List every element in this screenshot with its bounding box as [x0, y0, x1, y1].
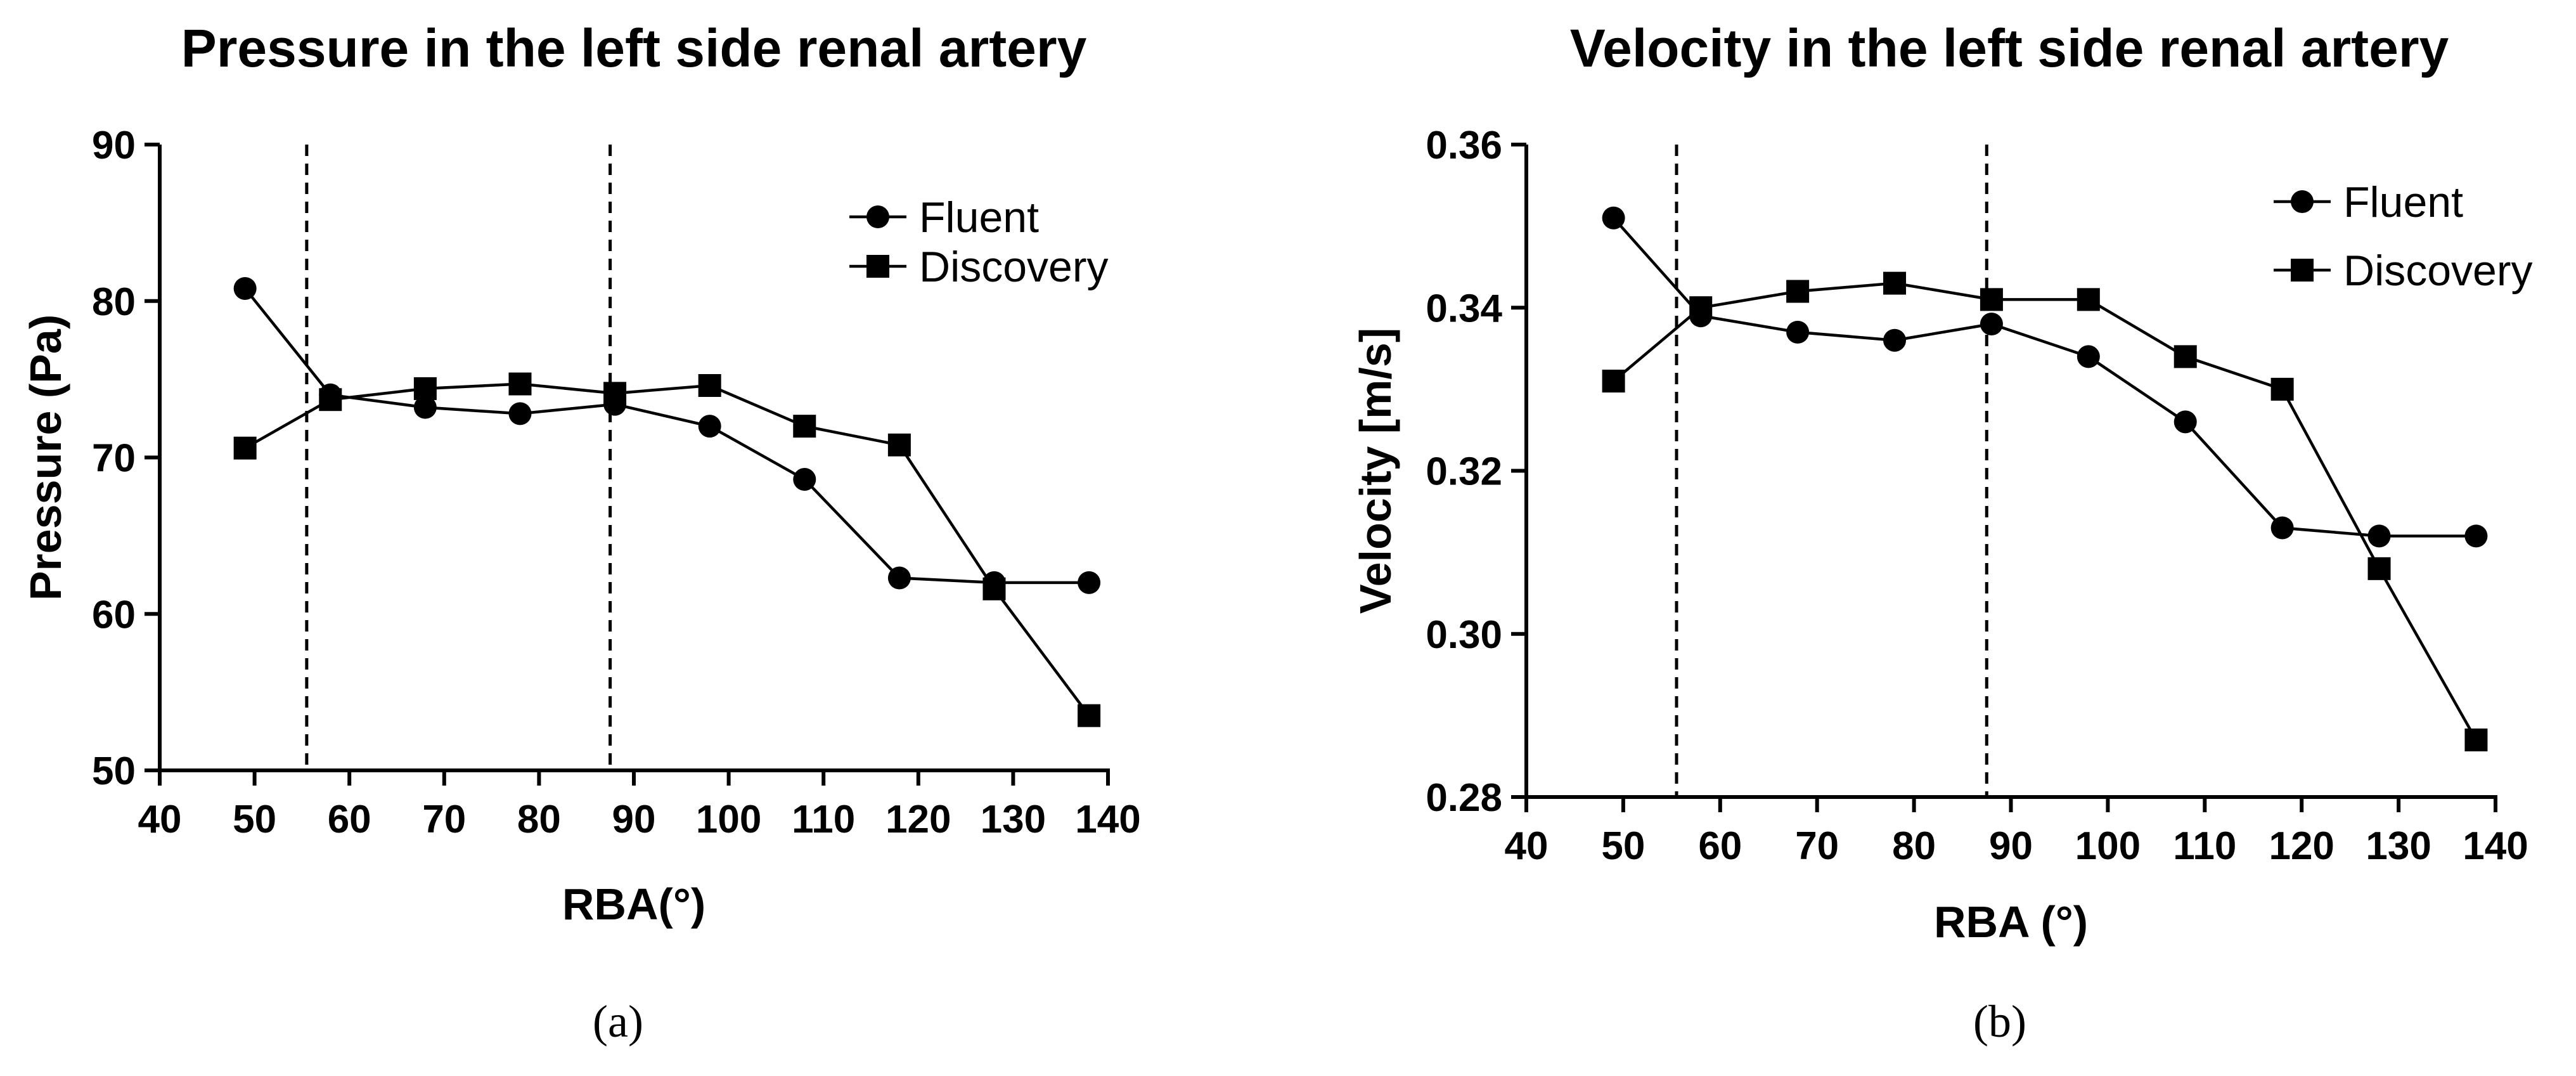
series-line-fluent: [243, 287, 1090, 585]
series-line-discovery: [1613, 282, 2478, 741]
legend-square-marker: [866, 255, 889, 278]
x-tick-label: 130: [981, 798, 1046, 841]
legend-label-discovery: Discovery: [919, 243, 1109, 291]
x-tick-label: 70: [422, 798, 466, 841]
y-tick-label: 80: [92, 280, 136, 324]
x-tick-label: 50: [233, 798, 276, 841]
fluent-point: [1786, 320, 1810, 344]
fluent-point: [2367, 524, 2391, 548]
series-line-fluent: [1612, 217, 2476, 538]
discovery-point: [2464, 728, 2488, 751]
discovery-point: [319, 388, 342, 412]
discovery-point: [982, 577, 1006, 600]
x-axis-label: RBA(°): [562, 879, 705, 929]
y-tick-label: 90: [92, 124, 136, 167]
x-tick-label: 130: [2366, 824, 2431, 868]
y-tick-label: 60: [92, 593, 136, 637]
fluent-point: [1883, 328, 1907, 352]
x-tick-label: 140: [2463, 824, 2528, 868]
fluent-point: [508, 402, 532, 425]
discovery-point: [1883, 271, 1907, 295]
fluent-point: [1602, 206, 1625, 230]
discovery-point: [1786, 280, 1810, 303]
x-tick-label: 40: [138, 798, 182, 841]
x-tick-label: 70: [1795, 824, 1839, 868]
series-line-discovery: [244, 382, 1090, 716]
discovery-point: [1980, 288, 2003, 311]
y-axis-label: Pressure (Pa): [21, 314, 70, 600]
legend-label-fluent: Fluent: [2343, 178, 2463, 226]
discovery-point: [1602, 370, 1625, 393]
legend-circle-marker: [2291, 190, 2314, 213]
x-tick-label: 80: [517, 798, 561, 841]
y-tick-label: 70: [92, 437, 136, 481]
x-tick-label: 120: [886, 798, 951, 841]
fluent-point: [2464, 524, 2488, 548]
discovery-point: [413, 377, 437, 400]
y-tick-label: 0.36: [1426, 124, 1502, 167]
discovery-point: [887, 433, 911, 457]
fluent-point: [2174, 410, 2197, 434]
discovery-point: [2270, 377, 2294, 401]
fluent-point: [1980, 312, 2003, 335]
y-tick-label: 50: [92, 749, 136, 793]
x-tick-label: 120: [2269, 824, 2334, 868]
discovery-point: [2077, 288, 2100, 311]
x-tick-label: 40: [1505, 824, 1549, 868]
y-tick-label: 0.32: [1426, 450, 1502, 494]
fluent-point: [887, 566, 911, 590]
chart-title: Pressure in the left side renal artery: [181, 18, 1087, 78]
fluent-point: [413, 396, 437, 419]
y-tick-label: 0.30: [1426, 613, 1502, 657]
x-tick-label: 60: [328, 798, 371, 841]
y-axis-label: Velocity [m/s]: [1351, 328, 1400, 614]
subfigure-caption: (a): [593, 996, 643, 1047]
x-tick-label: 110: [2173, 824, 2236, 868]
x-tick-label: 100: [696, 798, 761, 841]
fluent-point: [2270, 516, 2294, 540]
x-tick-label: 100: [2075, 824, 2141, 868]
x-tick-label: 60: [1698, 824, 1742, 868]
legend-circle-marker: [866, 205, 889, 228]
discovery-point: [698, 373, 721, 397]
pressure-chart: Pressure in the left side renal artery 40…: [21, 18, 1141, 1047]
x-tick-label: 90: [612, 798, 656, 841]
legend-square-marker: [2291, 259, 2314, 282]
fluent-point: [1078, 571, 1101, 594]
legend-label-fluent: Fluent: [919, 193, 1039, 242]
x-axis-label: RBA (°): [1934, 897, 2088, 947]
discovery-point: [603, 382, 627, 405]
fluent-point: [698, 415, 721, 438]
y-tick-label: 0.34: [1426, 287, 1502, 330]
subfigure-caption: (b): [1973, 996, 2026, 1047]
discovery-point: [233, 436, 257, 460]
discovery-point: [793, 415, 816, 438]
x-tick-label: 50: [1601, 824, 1645, 868]
x-tick-label: 140: [1075, 798, 1140, 841]
legend-label-discovery: Discovery: [2343, 247, 2533, 295]
fluent-point: [233, 277, 257, 301]
x-tick-label: 80: [1892, 824, 1936, 868]
discovery-point: [2367, 557, 2391, 580]
chart-title: Velocity in the left side renal artery: [1570, 18, 2449, 78]
fluent-point: [2077, 345, 2100, 368]
velocity-chart: Velocity in the left side renal artery 40…: [1351, 18, 2533, 1047]
y-tick-label: 0.28: [1426, 776, 1502, 820]
discovery-point: [1078, 704, 1101, 727]
x-tick-label: 90: [1989, 824, 2033, 868]
fluent-point: [793, 468, 816, 491]
discovery-point: [508, 372, 532, 396]
x-tick-label: 110: [792, 798, 855, 841]
discovery-point: [2174, 345, 2197, 368]
discovery-point: [1689, 296, 1713, 320]
